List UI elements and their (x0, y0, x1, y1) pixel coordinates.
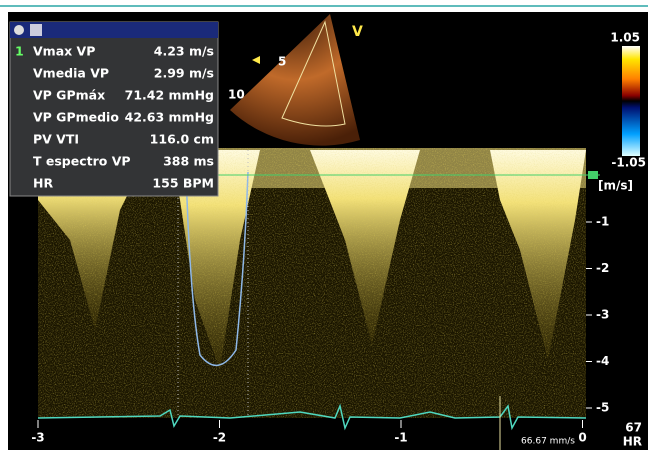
velocity-tick-label: -4 (596, 354, 609, 368)
time-tick-label: -2 (213, 431, 226, 445)
velocity-tick-label: -3 (596, 308, 609, 322)
panel-label: T espectro VP (33, 154, 131, 169)
panel-index: 1 (15, 44, 24, 59)
panel-label: VP GPmáx (33, 88, 105, 103)
baseline-marker (588, 171, 598, 179)
panel-value: 71.42 mmHg (125, 88, 214, 103)
envelope-trace (185, 169, 249, 366)
sector-roi (281, 20, 346, 127)
color-bar-min: -1.05 (611, 156, 646, 170)
ecg-trace (37, 403, 587, 431)
color-bar-max: 1.05 (610, 31, 640, 45)
depth-mark: 5 (278, 55, 286, 69)
time-tick-label: 0 (578, 431, 586, 445)
panel-label: HR (33, 176, 53, 191)
heart-rate-unit: HR (623, 435, 642, 449)
panel-rows: Vmax VP 4.23 m/s Vmedia VP 2.99 m/s VP GPmáx… (33, 44, 214, 191)
panel-bg (9, 21, 219, 197)
panel-value: 2.99 m/s (154, 66, 214, 81)
velocity-tick-label: -5 (596, 401, 609, 415)
panel-header (10, 22, 218, 38)
sector-view: V (352, 24, 363, 40)
panel-label: VP GPmedio (33, 110, 119, 125)
panel-label: Vmedia VP (33, 66, 109, 81)
panel-value: 42.63 mmHg (125, 110, 214, 125)
sector-image (230, 14, 360, 146)
velocity-ticks: -1 -2 -3 -4 -5 (586, 215, 609, 415)
panel-label: Vmax VP (33, 44, 95, 59)
heart-rate-value: 67 (625, 421, 642, 435)
time-ticks: -3 -2 -1 0 (31, 420, 587, 445)
panel-value: 388 ms (163, 154, 214, 169)
velocity-tick-label: -2 (596, 261, 609, 275)
panel-value: 116.0 cm (150, 132, 214, 147)
panel-label: PV VTI (33, 132, 79, 147)
color-bar (622, 46, 640, 156)
time-tick-label: -1 (394, 431, 407, 445)
panel-value: 4.23 m/s (154, 44, 214, 59)
depth-mark: 10 (228, 88, 245, 102)
velocity-unit: [m/s] (598, 179, 633, 193)
panel-button[interactable] (14, 25, 24, 35)
time-tick-label: -3 (31, 431, 44, 445)
orientation-marker (252, 56, 260, 64)
sweep-speed: 66.67 mm/s (521, 437, 575, 447)
measurement-panel: 1 Vmax VP 4.23 m/s Vmedia VP 2.99 m/s VP GPm… (9, 21, 219, 197)
velocity-tick-label: -1 (596, 215, 609, 229)
panel-icon[interactable] (30, 24, 42, 36)
panel-value: 155 BPM (152, 176, 214, 191)
